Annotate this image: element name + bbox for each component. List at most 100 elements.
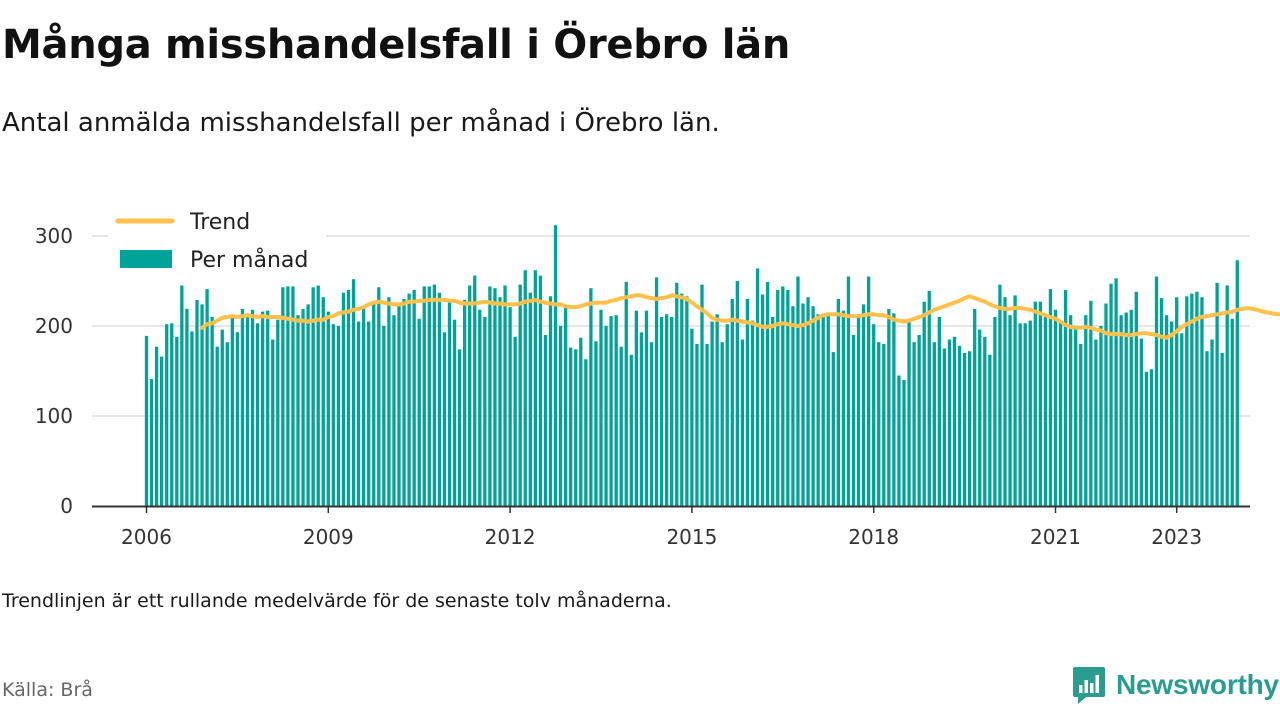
bar xyxy=(1230,318,1234,506)
bar xyxy=(730,299,734,506)
bar xyxy=(261,311,265,506)
bar xyxy=(715,314,719,506)
bar xyxy=(720,342,724,506)
bar xyxy=(771,317,775,506)
bar xyxy=(801,303,805,506)
bar xyxy=(594,341,598,506)
bar xyxy=(1003,297,1007,506)
bar xyxy=(250,309,255,506)
bar xyxy=(902,380,906,506)
bar xyxy=(907,321,911,506)
bar xyxy=(776,290,780,506)
chart-subtitle: Antal anmälda misshandelsfall per månad … xyxy=(2,108,720,138)
bar xyxy=(296,315,300,506)
x-tick-label: 2015 xyxy=(666,525,717,549)
bar xyxy=(301,308,305,506)
bar xyxy=(584,359,588,506)
bar xyxy=(1094,339,1098,506)
legend-background xyxy=(108,204,326,282)
bar xyxy=(912,342,916,506)
chart-title: Många misshandelsfall i Örebro län xyxy=(2,22,791,68)
bar xyxy=(367,321,371,506)
bar xyxy=(579,337,583,506)
bar xyxy=(351,279,356,506)
bar xyxy=(887,308,891,506)
bar xyxy=(872,324,876,506)
bar xyxy=(154,346,159,506)
brand-name: Newsworthy xyxy=(1116,669,1279,700)
bar xyxy=(973,308,977,506)
bar xyxy=(311,287,315,506)
bar xyxy=(1089,300,1093,506)
bar xyxy=(1170,321,1174,506)
trend-line xyxy=(200,293,1280,340)
bar xyxy=(144,335,149,506)
bar xyxy=(639,332,644,506)
bar xyxy=(604,326,608,506)
bar xyxy=(952,336,957,506)
bar xyxy=(518,284,522,506)
bar xyxy=(670,317,674,506)
bar xyxy=(1043,317,1048,506)
bar xyxy=(498,297,502,506)
bar xyxy=(957,345,962,506)
bar xyxy=(210,317,214,506)
bar xyxy=(735,281,739,506)
bar xyxy=(665,314,669,506)
bar xyxy=(1038,301,1042,506)
bar xyxy=(1048,289,1053,506)
bar xyxy=(740,339,745,506)
bar xyxy=(200,304,204,506)
legend-bar-label: Per månad xyxy=(190,247,308,273)
bar xyxy=(331,324,335,506)
bar xyxy=(1159,298,1164,506)
bar xyxy=(1119,315,1123,506)
bar xyxy=(675,282,679,506)
bar xyxy=(998,284,1002,506)
bar xyxy=(175,336,179,506)
bar xyxy=(160,356,164,506)
bar xyxy=(705,344,709,506)
bar xyxy=(1104,303,1108,506)
bar xyxy=(255,323,260,506)
bar xyxy=(220,329,224,506)
bar xyxy=(316,285,320,506)
bar xyxy=(1215,282,1219,506)
legend-bar-swatch xyxy=(120,250,172,268)
bar xyxy=(1033,301,1037,506)
bar xyxy=(205,289,209,506)
bar xyxy=(685,296,689,506)
bar xyxy=(356,321,361,506)
bar xyxy=(892,313,896,506)
bar xyxy=(377,287,381,506)
bar xyxy=(1079,344,1083,506)
bar xyxy=(846,276,851,506)
bar xyxy=(634,310,638,506)
bar xyxy=(589,288,593,506)
bar xyxy=(745,299,750,506)
bar xyxy=(710,321,714,506)
bar xyxy=(644,310,649,506)
bar xyxy=(442,332,447,506)
y-tick-label: 300 xyxy=(35,224,73,248)
bar xyxy=(271,339,275,506)
bar xyxy=(1210,339,1214,506)
bar xyxy=(1013,295,1017,506)
bar xyxy=(867,276,871,506)
bar xyxy=(856,317,861,506)
bar xyxy=(1023,323,1027,506)
bar xyxy=(422,286,426,506)
bar xyxy=(811,306,815,506)
bar xyxy=(528,292,532,506)
bar xyxy=(543,335,548,506)
bar xyxy=(483,317,487,506)
bar xyxy=(291,286,295,506)
bar xyxy=(372,300,376,506)
bar xyxy=(392,315,396,506)
bar xyxy=(821,314,825,506)
bar xyxy=(397,304,401,506)
bar xyxy=(983,336,987,506)
bar xyxy=(215,346,219,506)
brand-logo[interactable]: Newsworthy xyxy=(1072,664,1279,706)
bar xyxy=(766,281,770,506)
